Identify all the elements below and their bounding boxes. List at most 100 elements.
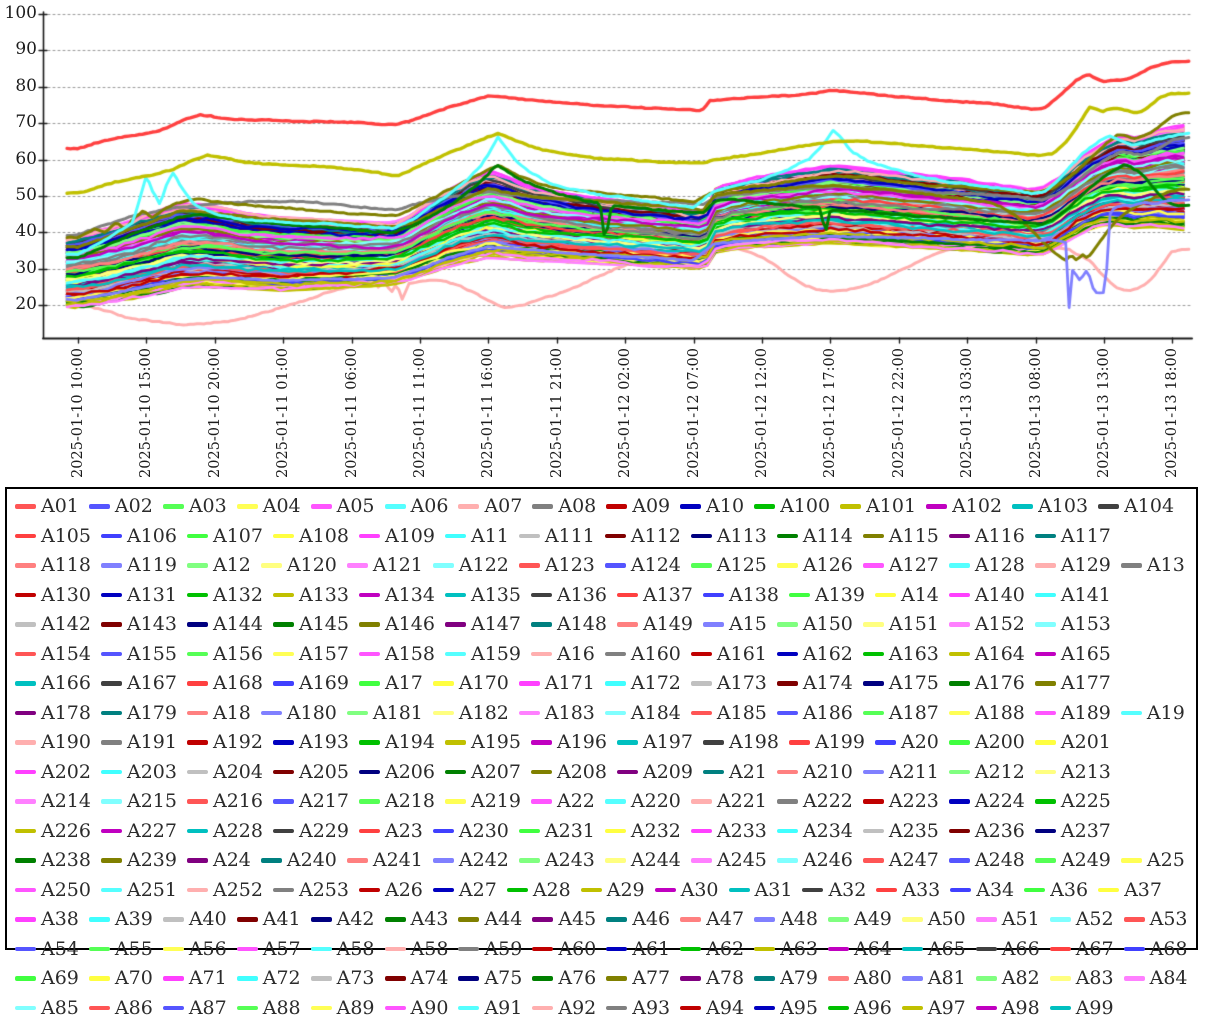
legend-swatch [754, 1005, 776, 1011]
legend-swatch [432, 710, 454, 716]
legend-item-label: A134 [385, 583, 435, 606]
legend-swatch [101, 622, 122, 627]
legend-swatch [862, 769, 884, 775]
legend-swatch [926, 504, 948, 509]
legend-swatch [1098, 504, 1120, 509]
legend-swatch [948, 681, 970, 686]
legend-item-label: A125 [716, 554, 767, 576]
legend-item: A114 [776, 525, 853, 548]
legend-item-label: A101 [866, 495, 917, 517]
legend-swatch [862, 858, 884, 863]
legend-swatch [15, 799, 36, 804]
legend-item: A80 [827, 967, 892, 990]
legend-item: A71 [162, 967, 227, 990]
legend-swatch [1049, 917, 1071, 922]
legend-item: A232 [604, 820, 681, 843]
legend-item-label: A03 [188, 495, 227, 517]
legend-item-label: A217 [299, 790, 349, 812]
legend-item: A50 [901, 908, 966, 931]
x-axis-tick-label: 2025-01-12 12:00 [754, 348, 770, 478]
legend-item: A122 [432, 554, 509, 577]
legend-item: A241 [346, 849, 423, 872]
legend-item-label: A236 [974, 819, 1025, 842]
legend-swatch [15, 828, 36, 834]
legend-item: A151 [862, 613, 939, 636]
legend-item: A164 [948, 643, 1025, 666]
legend-swatch [15, 651, 36, 657]
legend-item: A223 [862, 790, 939, 813]
legend-item-label: A51 [1001, 908, 1040, 930]
legend-swatch [862, 563, 884, 568]
legend-item-label: A162 [802, 642, 853, 665]
legend-swatch [15, 769, 36, 775]
legend-swatch [604, 651, 626, 657]
legend-swatch [1034, 858, 1056, 863]
legend-item: A152 [948, 613, 1025, 636]
legend-swatch [776, 651, 798, 657]
legend-item-label: A151 [888, 613, 939, 635]
legend-item: A23 [359, 820, 423, 843]
legend-item: A153 [1034, 613, 1111, 636]
legend-item-label: A65 [927, 937, 966, 960]
legend-swatch [862, 828, 884, 834]
legend-item: A187 [862, 702, 939, 725]
legend-swatch [875, 740, 896, 745]
legend-item-label: A176 [974, 672, 1025, 694]
legend-item: A134 [359, 584, 435, 607]
legend-item-label: A53 [1149, 908, 1188, 930]
legend-item: A22 [531, 790, 595, 813]
legend-item-label: A171 [544, 672, 595, 694]
legend-item: A90 [384, 997, 448, 1020]
legend-item-label: A33 [902, 878, 941, 901]
legend-item: A70 [88, 967, 153, 990]
legend-swatch [754, 976, 776, 981]
legend-item: A34 [950, 879, 1014, 902]
legend-swatch [604, 858, 626, 863]
legend-swatch [346, 858, 368, 863]
legend-item-label: A139 [815, 583, 865, 606]
legend-item: A88 [236, 997, 301, 1020]
legend-item-label: A19 [1146, 701, 1185, 724]
legend-item-label: A79 [780, 967, 818, 989]
legend-item-label: A198 [729, 731, 779, 753]
x-axis-tick-label: 2025-01-10 20:00 [206, 348, 223, 478]
y-axis-tick-label: 40 [15, 221, 37, 242]
legend-item: A130 [15, 584, 91, 607]
legend-swatch [690, 710, 712, 716]
legend-item-label: A42 [336, 908, 375, 930]
legend-item: A100 [754, 495, 830, 518]
legend-item: A46 [606, 908, 670, 931]
legend-swatch [187, 769, 208, 775]
legend-swatch [310, 504, 332, 509]
legend-swatch [15, 917, 36, 922]
legend-item-label: A46 [632, 908, 671, 930]
legend-swatch [690, 828, 712, 834]
legend-swatch [187, 563, 208, 568]
legend-swatch [236, 1005, 258, 1011]
legend-item: A131 [101, 584, 177, 607]
legend-item-label: A177 [1060, 672, 1111, 694]
chart-legend: A01 A02 A03 A04 A05 A06 A07 A08 A09 A10 A100 A101 A1… [5, 487, 1198, 1019]
legend-item: A09 [606, 495, 670, 518]
legend-item: A81 [901, 967, 966, 990]
legend-item-label: A37 [1124, 878, 1162, 901]
legend-swatch [101, 681, 122, 686]
legend-item-label: A245 [716, 849, 767, 871]
legend-item-label: A153 [1060, 613, 1111, 635]
legend-swatch [840, 504, 862, 509]
legend-item-label: A156 [213, 642, 263, 665]
legend-item: A21 [703, 761, 767, 784]
legend-swatch [1012, 504, 1034, 509]
legend-swatch [273, 592, 294, 598]
legend-item: A87 [162, 997, 227, 1020]
legend-item-label: A05 [336, 495, 375, 517]
legend-swatch [1049, 946, 1071, 952]
x-axis-tick-label: 2025-01-12 17:00 [822, 348, 839, 478]
legend-swatch [1123, 946, 1145, 952]
legend-item-label: A02 [114, 495, 153, 517]
legend-item: A149 [617, 613, 693, 636]
legend-item-label: A242 [458, 849, 509, 871]
legend-item: A146 [359, 613, 435, 636]
legend-item-label: A181 [372, 701, 423, 724]
